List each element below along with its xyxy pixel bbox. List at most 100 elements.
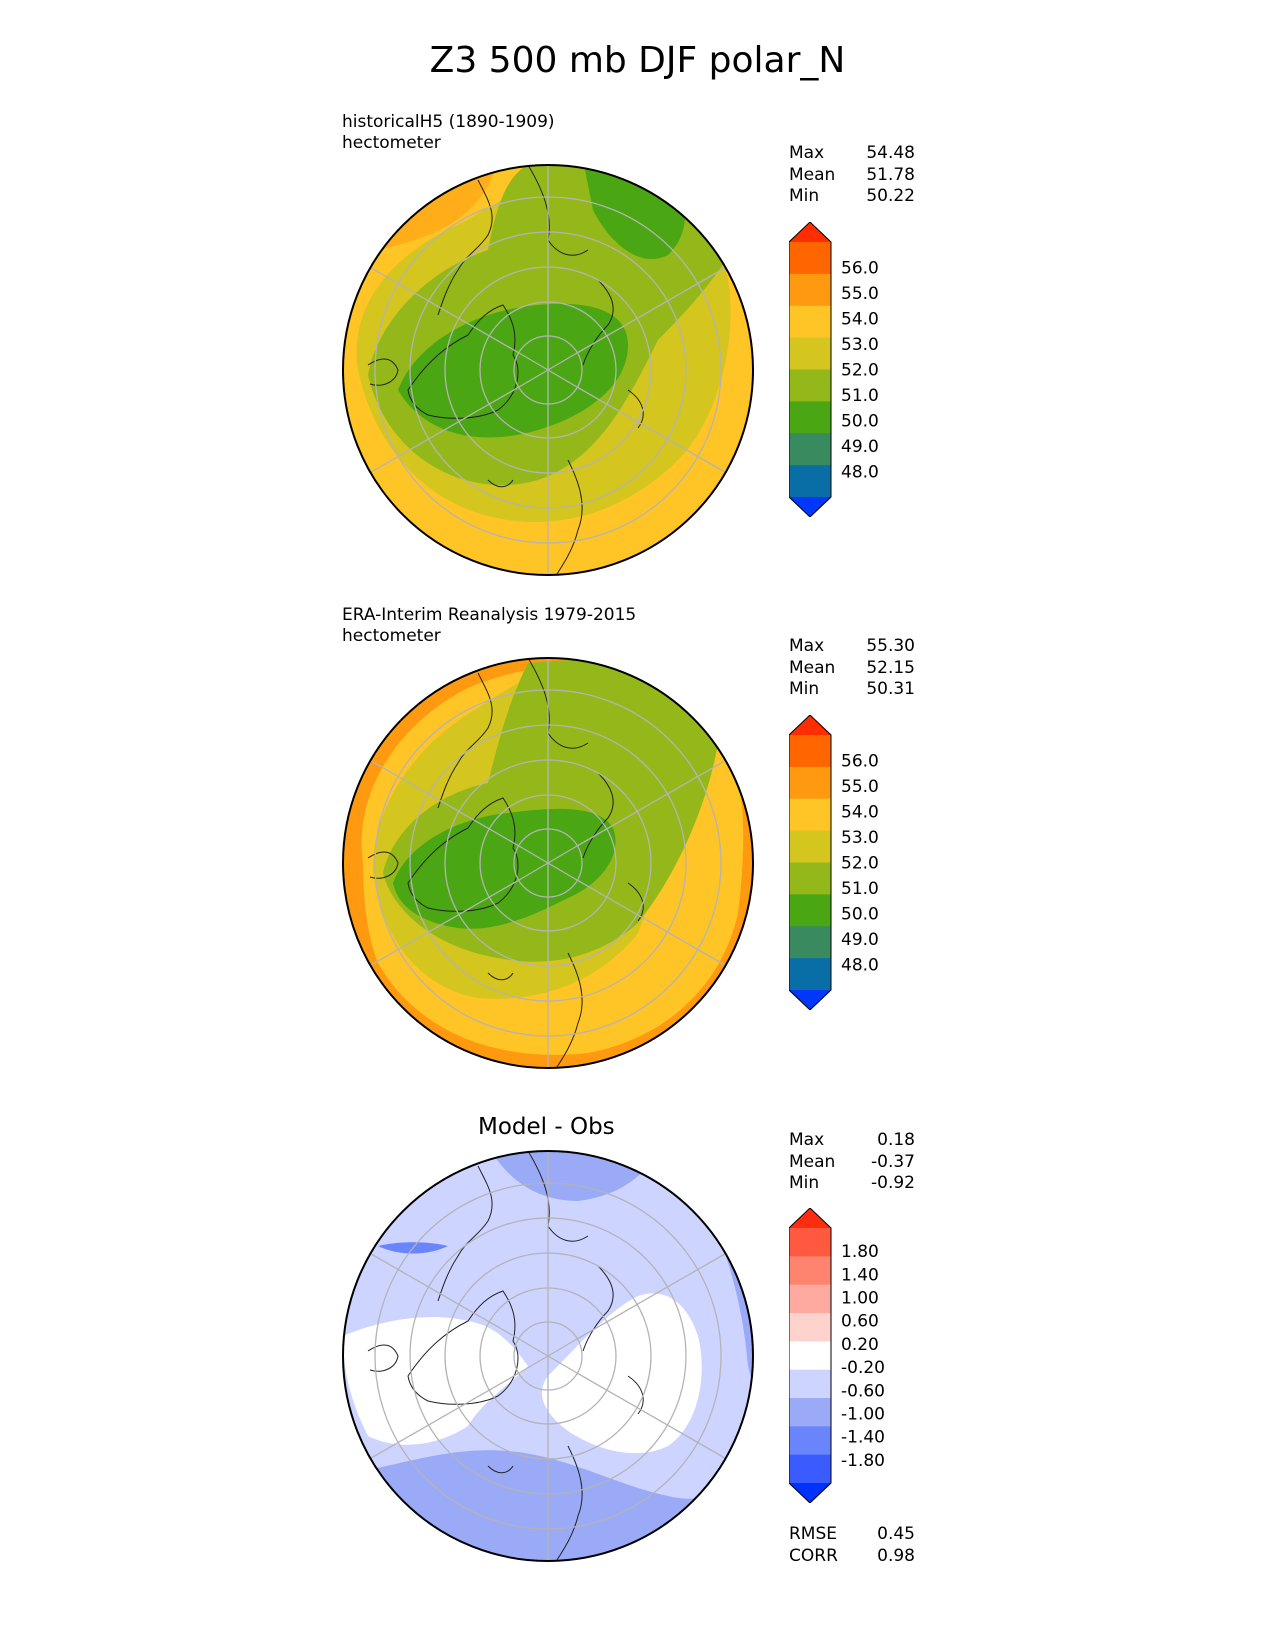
colorbar-tick-label: 49.0 — [841, 930, 879, 950]
colorbar-swatch — [789, 1398, 831, 1427]
zone-neutral-west — [343, 1316, 528, 1445]
colorbar-svg: 1.80 1.40 1.00 0.60 0.20 -0.20 -0.60 -1.00 -1.40… — [788, 1207, 885, 1504]
panel3-stats: Max 0.18 Mean -0.37 Min -0.92 — [789, 1130, 915, 1195]
stat-label: Min — [789, 186, 820, 206]
zone-neutral-east — [541, 1293, 702, 1454]
colorbar-swatch — [789, 894, 831, 927]
stat-value: 0.98 — [877, 1545, 915, 1566]
colorbar-tick-label: 50.0 — [841, 412, 879, 432]
colorbar-swatch — [789, 1454, 831, 1484]
colorbar-tick-label: 55.0 — [841, 777, 879, 797]
colorbar-swatch — [789, 337, 831, 370]
panel3-stat-mean: Mean -0.37 — [789, 1152, 915, 1174]
zone-50-51-core — [393, 808, 616, 929]
colorbar-tick-label: 0.60 — [841, 1312, 879, 1332]
panel1-stat-mean: Mean 51.78 — [789, 165, 915, 187]
colorbar-tick-label: -0.20 — [841, 1358, 885, 1378]
stat-label: Mean — [789, 164, 836, 185]
stat-value: -0.37 — [871, 1151, 915, 1172]
colorbar-swatch — [789, 1369, 831, 1399]
panel1-stat-min: Min 50.22 — [789, 186, 915, 208]
stat-label: Max — [789, 143, 825, 163]
panel3-error-stats: RMSE 0.45 CORR 0.98 — [789, 1524, 915, 1567]
panel1-title-line1: historicalH5 (1890-1909) — [342, 112, 555, 132]
lat-lon-grid — [365, 165, 731, 575]
colorbar-swatch — [789, 735, 831, 768]
colorbar-tick-label: 53.0 — [841, 335, 879, 355]
colorbar-diff: 1.80 1.40 1.00 0.60 0.20 -0.20 -0.60 -1.00 -1.40… — [788, 1207, 899, 1504]
colorbar-tick-label: -1.80 — [841, 1451, 885, 1471]
stat-label: RMSE — [789, 1524, 838, 1544]
figure-title: Z3 500 mb DJF polar_N — [429, 40, 846, 81]
colorbar-outline — [788, 221, 832, 518]
colorbar-tick-label: 48.0 — [841, 463, 879, 483]
stat-label: Mean — [789, 657, 836, 678]
colorbar-swatch — [789, 1256, 831, 1286]
map-era-interim — [342, 657, 754, 1069]
colorbar-tick-label: 53.0 — [841, 828, 879, 848]
colorbar-tick-label: 51.0 — [841, 386, 879, 406]
colorbar-tick-label: 52.0 — [841, 854, 879, 874]
stat-label: Max — [789, 636, 825, 656]
diff-panel-title: Model - Obs — [478, 1114, 615, 1140]
map-boundary — [342, 1150, 754, 1562]
map-boundary — [342, 657, 754, 1069]
colorbar-tick-label: 1.40 — [841, 1265, 879, 1285]
stat-label: Min — [789, 1173, 820, 1193]
colorbar-swatch — [789, 958, 831, 991]
colorbar-swatch — [789, 1341, 831, 1371]
panel2-stat-max: Max 55.30 — [789, 636, 915, 658]
colorbar-tick-label: 1.00 — [841, 1289, 879, 1309]
stat-value: -0.92 — [871, 1173, 915, 1193]
panel2-stat-mean: Mean 52.15 — [789, 658, 915, 680]
panel1-stat-max: Max 54.48 — [789, 143, 915, 165]
colorbar-extend-min — [789, 990, 831, 1010]
panel3-stat-corr: CORR 0.98 — [789, 1546, 915, 1568]
colorbar-swatch — [789, 273, 831, 307]
colorbar-tick-label: 48.0 — [841, 956, 879, 976]
colorbar-swatch — [789, 1313, 831, 1342]
map-model-minus-obs — [342, 1150, 754, 1562]
colorbar-svg: 56.0 55.0 54.0 53.0 52.0 51.0 50.0 49.0 48.0 — [788, 221, 879, 518]
panel2-title: ERA-Interim Reanalysis 1979-2015 hectome… — [342, 605, 636, 647]
lat-lon-grid — [365, 658, 731, 1068]
colorbar-tick-label: 51.0 — [841, 879, 879, 899]
stat-label: CORR — [789, 1545, 838, 1566]
stat-label: Min — [789, 679, 820, 699]
colorbar-swatch — [789, 1284, 831, 1314]
panel2-units: hectometer — [342, 626, 441, 646]
colorbar-tick-label: 1.80 — [841, 1242, 879, 1262]
stat-label: Max — [789, 1130, 825, 1150]
coastlines — [367, 658, 644, 1068]
colorbar-swatch — [789, 1228, 831, 1257]
colorbar-swatch — [789, 926, 831, 959]
colorbar-tick-label: 54.0 — [841, 803, 879, 823]
stat-value: 51.78 — [866, 164, 915, 185]
colorbar-tick-label: -0.60 — [841, 1381, 885, 1401]
colorbar-swatch — [789, 242, 831, 275]
colorbar-tick-label: -1.00 — [841, 1404, 885, 1424]
panel1-stats: Max 54.48 Mean 51.78 Min 50.22 — [789, 143, 915, 208]
panel2-stats: Max 55.30 Mean 52.15 Min 50.31 — [789, 636, 915, 701]
panel3-stat-max: Max 0.18 — [789, 1130, 915, 1152]
stat-value: 55.30 — [866, 636, 915, 656]
colorbar-extend-max — [789, 715, 831, 735]
colorbar-svg: 56.0 55.0 54.0 53.0 52.0 51.0 50.0 49.0 48.0 — [788, 714, 879, 1011]
stat-value: 50.31 — [866, 679, 915, 699]
panel1-units: hectometer — [342, 133, 441, 153]
colorbar-extend-max — [789, 1208, 831, 1228]
zone-50-51-core — [398, 303, 628, 438]
colorbar-extend-min — [789, 1483, 831, 1503]
colorbar-tick-label: 49.0 — [841, 437, 879, 457]
colorbar-tick-label: -1.40 — [841, 1428, 885, 1448]
panel1-title: historicalH5 (1890-1909) hectometer — [342, 112, 555, 154]
panel2-stat-min: Min 50.31 — [789, 679, 915, 701]
colorbar-extend-max — [789, 222, 831, 242]
colorbar-outline — [788, 1207, 832, 1504]
colorbar-tick-label: 0.20 — [841, 1335, 879, 1355]
colorbar-swatch — [789, 766, 831, 800]
lat-lon-grid — [365, 1151, 731, 1561]
colorbar-outline — [788, 714, 832, 1011]
colorbar-extend-min — [789, 497, 831, 517]
stat-value: 50.22 — [866, 186, 915, 206]
